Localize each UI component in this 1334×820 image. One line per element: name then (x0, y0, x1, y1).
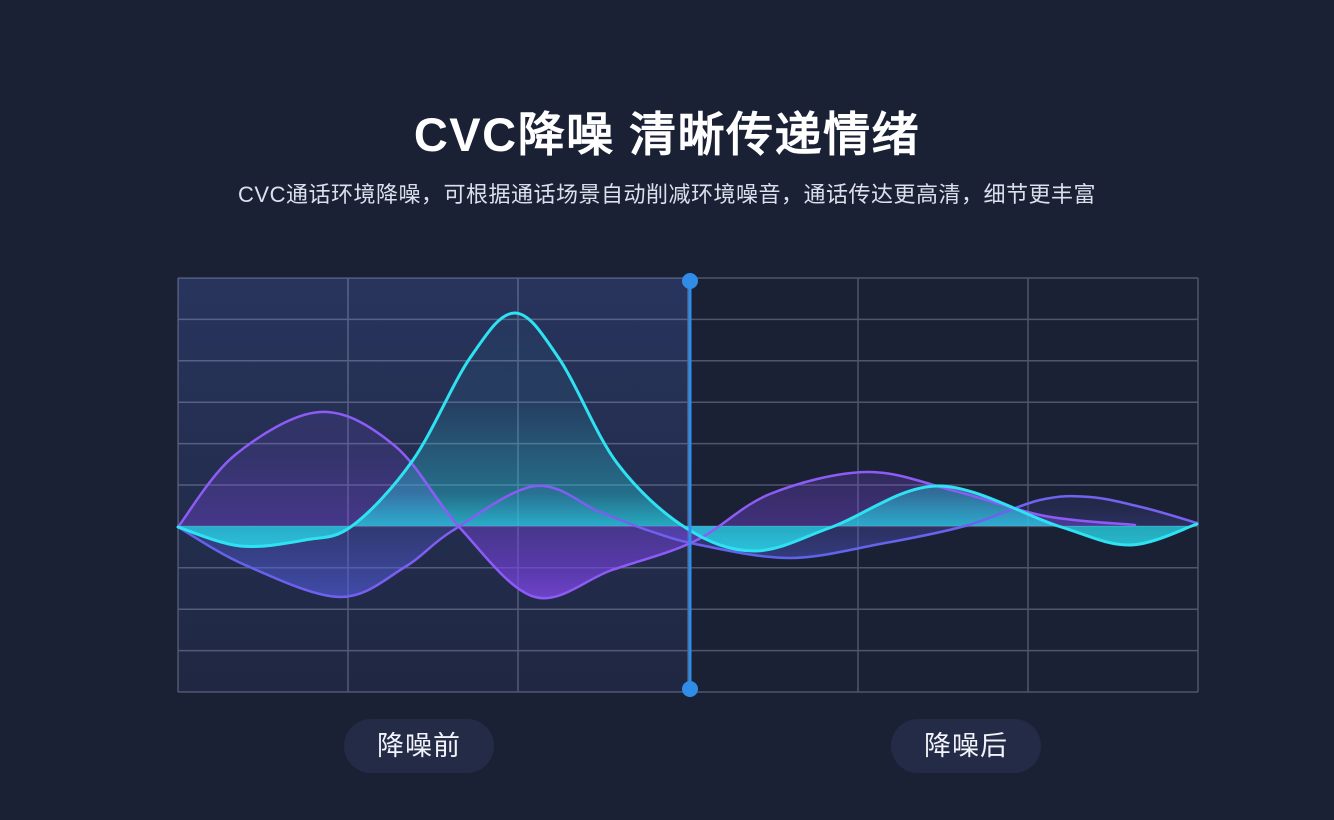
comparison-divider[interactable] (682, 273, 698, 697)
divider-bottom-dot[interactable] (682, 681, 698, 697)
page-subtitle: CVC通话环境降噪，可根据通话场景自动削减环境噪音，通话传达更高清，细节更丰富 (238, 182, 1096, 207)
wave-line-purple (176, 410, 1137, 600)
label-after-noise-reduction: 降噪后 (891, 719, 1041, 773)
wave-line-violet (176, 484, 1199, 599)
label-before-noise-reduction: 降噪前 (344, 719, 494, 773)
before-label-text: 降噪前 (377, 731, 461, 761)
divider-top-dot[interactable] (682, 273, 698, 289)
page-title: CVC降噪 清晰传递情绪 (413, 108, 921, 161)
waveform-chart (176, 273, 1199, 697)
waveform-svg (176, 273, 1199, 697)
after-label-text: 降噪后 (924, 731, 1008, 761)
wave-line-cyan (176, 311, 1199, 553)
